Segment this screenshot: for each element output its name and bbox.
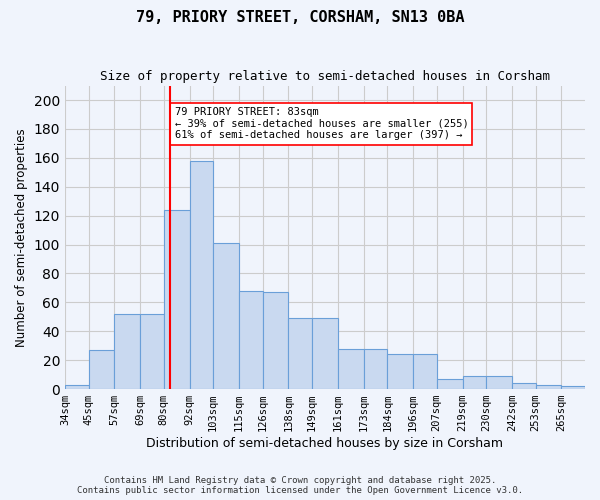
Bar — [140, 314, 164, 389]
Y-axis label: Number of semi-detached properties: Number of semi-detached properties — [15, 128, 28, 346]
Bar — [89, 350, 115, 389]
Text: 79, PRIORY STREET, CORSHAM, SN13 0BA: 79, PRIORY STREET, CORSHAM, SN13 0BA — [136, 10, 464, 25]
Bar — [536, 384, 562, 389]
Bar — [437, 379, 463, 389]
X-axis label: Distribution of semi-detached houses by size in Corsham: Distribution of semi-detached houses by … — [146, 437, 503, 450]
Title: Size of property relative to semi-detached houses in Corsham: Size of property relative to semi-detach… — [100, 70, 550, 83]
Bar — [115, 314, 140, 389]
Bar — [413, 354, 437, 389]
Bar — [463, 376, 486, 389]
Bar — [289, 318, 312, 389]
Text: Contains HM Land Registry data © Crown copyright and database right 2025.
Contai: Contains HM Land Registry data © Crown c… — [77, 476, 523, 495]
Bar — [486, 376, 512, 389]
Bar — [164, 210, 190, 389]
Bar — [239, 291, 263, 389]
Bar — [512, 384, 536, 389]
Text: 79 PRIORY STREET: 83sqm
← 39% of semi-detached houses are smaller (255)
61% of s: 79 PRIORY STREET: 83sqm ← 39% of semi-de… — [175, 107, 468, 140]
Bar — [338, 348, 364, 389]
Bar — [65, 384, 89, 389]
Bar — [190, 160, 213, 389]
Bar — [213, 243, 239, 389]
Bar — [312, 318, 338, 389]
Bar — [263, 292, 289, 389]
Bar — [562, 386, 585, 389]
Bar — [364, 348, 387, 389]
Bar — [387, 354, 413, 389]
